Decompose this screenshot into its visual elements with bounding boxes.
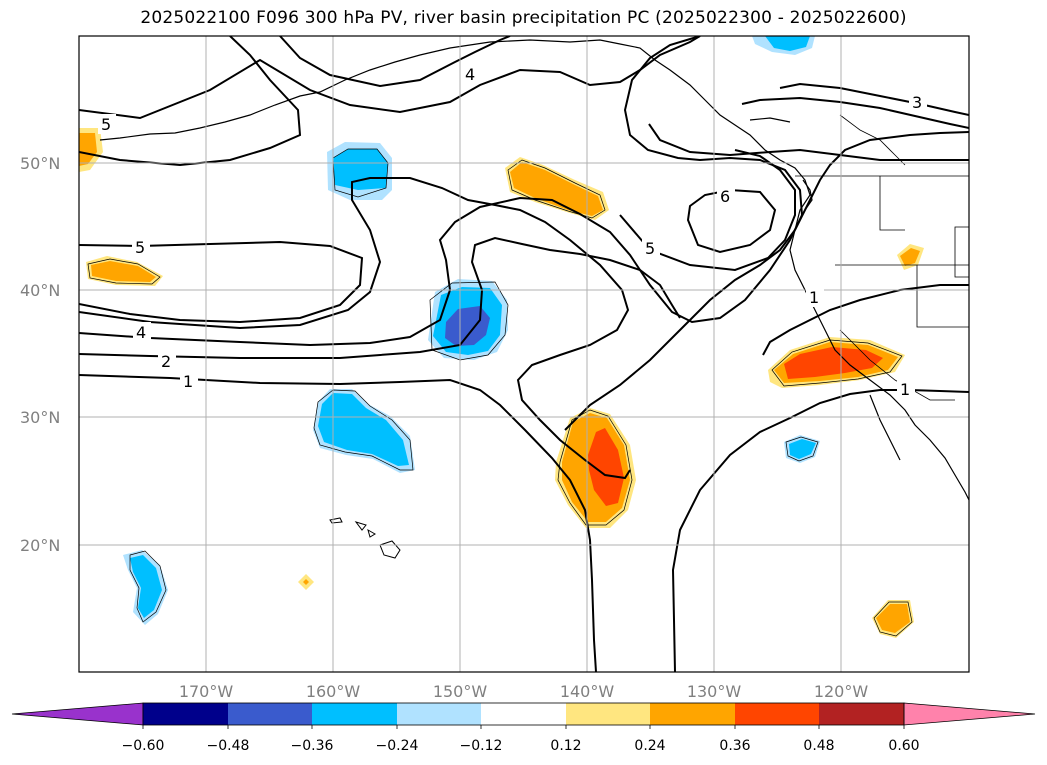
precip-negative-region [318, 393, 409, 466]
colorbar-segment [481, 703, 566, 725]
map-title: 2025022100 F096 300 hPa PV, river basin … [140, 8, 907, 28]
colorbar-tick-label: 0.48 [803, 738, 834, 754]
lon-label: 150°W [433, 682, 488, 701]
contour-label: 5 [101, 115, 111, 134]
colorbar-segment [312, 703, 397, 725]
longitude-labels: 170°W 160°W 150°W 140°W 130°W 120°W [179, 682, 869, 701]
precip-negative-region [765, 36, 810, 51]
colorbar-segment [397, 703, 481, 725]
colorbar-tick-label: 0.12 [550, 738, 581, 754]
colorbar-tick-label: −0.24 [376, 738, 419, 754]
colorbar-tick-label: −0.36 [291, 738, 334, 754]
colorbar-tick-label: 0.60 [888, 738, 919, 754]
contour-label: 2 [161, 352, 171, 371]
colorbar-tick-label: −0.60 [122, 738, 165, 754]
contour-labels: 5 4 3 6 5 5 4 2 1 1 1 [98, 64, 927, 399]
colorbar-segment [819, 703, 904, 725]
precip-negative-region [130, 555, 162, 618]
precip-negative-region [333, 149, 388, 190]
contour-label: 1 [183, 372, 193, 391]
lon-label: 160°W [306, 682, 361, 701]
lon-label: 120°W [814, 682, 869, 701]
lon-label: 170°W [179, 682, 234, 701]
contour-label: 6 [720, 187, 730, 206]
colorbar-tick-label: −0.48 [207, 738, 250, 754]
political-borders [795, 114, 969, 401]
colorbar-tick-label: −0.12 [460, 738, 503, 754]
colorbar-segment [566, 703, 650, 725]
graticule [79, 36, 969, 672]
colorbar-segment [228, 703, 312, 725]
colorbar-max-extend [903, 702, 1036, 726]
lat-label: 40°N [20, 281, 60, 300]
precip-negative-region [445, 306, 490, 346]
colorbar-tick-label: 0.24 [634, 738, 665, 754]
latitude-labels: 50°N 40°N 30°N 20°N [20, 154, 60, 555]
colorbar-segment [143, 703, 228, 725]
contour-label: 5 [135, 238, 145, 257]
lon-label: 130°W [687, 682, 742, 701]
lat-label: 50°N [20, 154, 60, 173]
colorbar-segment [650, 703, 735, 725]
contour-label: 1 [900, 380, 910, 399]
lon-label: 140°W [560, 682, 615, 701]
precip-positive-region [91, 261, 156, 282]
precip-positive-region [784, 347, 883, 379]
pv-contours [79, 36, 969, 672]
contour-label: 4 [136, 323, 146, 342]
plot-frame [78, 35, 970, 673]
precip-positive-region [510, 162, 603, 216]
colorbar-tick-label: 0.36 [719, 738, 750, 754]
colorbar-segment [735, 703, 819, 725]
precip-negative-region [789, 439, 816, 459]
precip-positive-region [303, 579, 309, 585]
precip-positive-region [876, 604, 910, 633]
contour-label: 4 [465, 65, 475, 84]
lat-label: 30°N [20, 408, 60, 427]
precip-region-outlines [87, 148, 913, 637]
contour-label: 1 [809, 288, 819, 307]
colorbar: −0.60 −0.48 −0.36 −0.24 −0.12 0.12 0.24 … [11, 702, 1036, 754]
precip-positive-region [79, 133, 97, 166]
contour-label: 3 [912, 93, 922, 112]
precip-fill-layer [79, 36, 924, 638]
precip-positive-region [588, 428, 624, 506]
coastlines [99, 39, 969, 501]
hawaii-islands [329, 517, 401, 559]
colorbar-min-extend [11, 702, 144, 726]
precip-positive-region [900, 248, 920, 266]
contour-label: 5 [645, 239, 655, 258]
lat-label: 20°N [20, 536, 60, 555]
